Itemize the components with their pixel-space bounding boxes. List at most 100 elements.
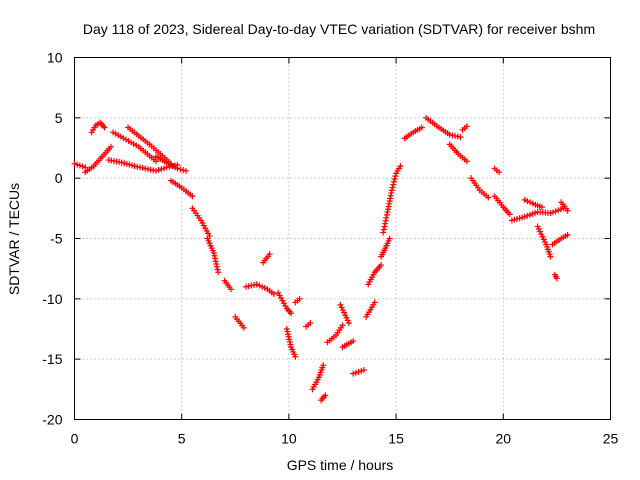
data-point: [392, 173, 399, 180]
data-point: [381, 223, 388, 230]
data-point: [142, 165, 149, 172]
data-point: [553, 275, 560, 282]
data-point: [529, 200, 536, 207]
x-tick-label: 10: [281, 431, 297, 447]
data-point: [259, 283, 266, 290]
data-point: [266, 251, 273, 258]
data-point: [386, 235, 393, 242]
y-tick-label: -20: [42, 412, 62, 428]
data-point: [101, 124, 108, 131]
data-point: [463, 123, 470, 130]
data-point: [496, 169, 503, 176]
data-point: [449, 132, 456, 139]
data-point: [350, 338, 357, 345]
y-tick-label: 5: [55, 110, 63, 126]
data-point: [248, 282, 255, 289]
data-point: [388, 187, 395, 194]
data-point: [360, 367, 367, 374]
data-point: [564, 231, 571, 238]
data-points: [71, 114, 571, 404]
data-point: [454, 133, 461, 140]
ticks: [74, 57, 611, 420]
data-point: [79, 163, 86, 170]
data-point: [380, 229, 387, 236]
y-tick-label: -10: [42, 291, 62, 307]
data-point: [211, 252, 218, 259]
data-point: [144, 166, 151, 173]
data-point: [214, 266, 221, 273]
data-point: [391, 175, 398, 182]
tick-labels: 0 5 10 15 20 25 -20 -15 -10 -5 0 5 10: [42, 50, 618, 447]
data-point: [382, 220, 389, 227]
data-point: [547, 253, 554, 260]
data-point: [76, 162, 83, 169]
data-point: [382, 217, 389, 224]
data-point: [213, 261, 220, 268]
data-point: [182, 167, 189, 174]
data-point: [136, 164, 143, 171]
data-point: [71, 160, 78, 167]
data-point: [261, 284, 268, 291]
data-point: [463, 158, 470, 165]
data-point: [158, 166, 165, 173]
data-point: [485, 194, 492, 201]
data-point: [389, 184, 396, 191]
x-tick-label: 15: [388, 431, 404, 447]
data-point: [180, 167, 187, 174]
data-point: [378, 262, 385, 269]
data-point: [320, 362, 327, 369]
data-point: [296, 295, 303, 302]
x-tick-label: 20: [496, 431, 512, 447]
data-point: [397, 163, 404, 170]
data-point: [256, 282, 263, 289]
grid: [74, 57, 611, 420]
chart-title: Day 118 of 2023, Sidereal Day-to-day VTE…: [83, 21, 595, 37]
data-point: [339, 322, 346, 329]
data-point: [213, 263, 220, 270]
data-point: [390, 178, 397, 185]
data-point: [155, 167, 162, 174]
data-point: [564, 207, 571, 214]
data-point: [161, 165, 168, 172]
data-point: [506, 211, 513, 218]
data-point: [352, 369, 359, 376]
data-point: [452, 132, 459, 139]
data-point: [322, 392, 329, 399]
data-point: [383, 211, 390, 218]
data-point: [134, 163, 141, 170]
data-point: [147, 166, 154, 173]
data-point: [521, 196, 528, 203]
data-point: [355, 368, 362, 375]
y-axis-label: SDTVAR / TECUs: [6, 183, 22, 295]
data-point: [210, 249, 217, 256]
x-tick-label: 25: [603, 431, 619, 447]
data-point: [446, 131, 453, 138]
data-point: [74, 161, 81, 168]
data-point: [524, 198, 531, 205]
data-point: [107, 143, 114, 150]
data-point: [215, 269, 222, 276]
data-point: [307, 319, 314, 326]
y-tick-label: -5: [50, 231, 63, 247]
y-tick-label: -15: [42, 351, 62, 367]
data-point: [243, 283, 250, 290]
y-tick-label: 10: [47, 50, 63, 66]
data-point: [253, 281, 260, 288]
data-point: [380, 226, 387, 233]
data-point: [189, 193, 196, 200]
data-point: [212, 255, 219, 262]
data-point: [390, 181, 397, 188]
y-tick-label: 0: [55, 170, 63, 186]
data-point: [538, 204, 545, 211]
data-point: [288, 310, 295, 317]
data-point: [240, 324, 247, 331]
data-point: [139, 164, 146, 171]
x-tick-label: 5: [178, 431, 186, 447]
data-point: [350, 370, 357, 377]
data-point: [383, 214, 390, 221]
data-point: [270, 291, 277, 298]
data-point: [527, 199, 534, 206]
data-point: [228, 286, 235, 293]
data-point: [150, 167, 157, 174]
